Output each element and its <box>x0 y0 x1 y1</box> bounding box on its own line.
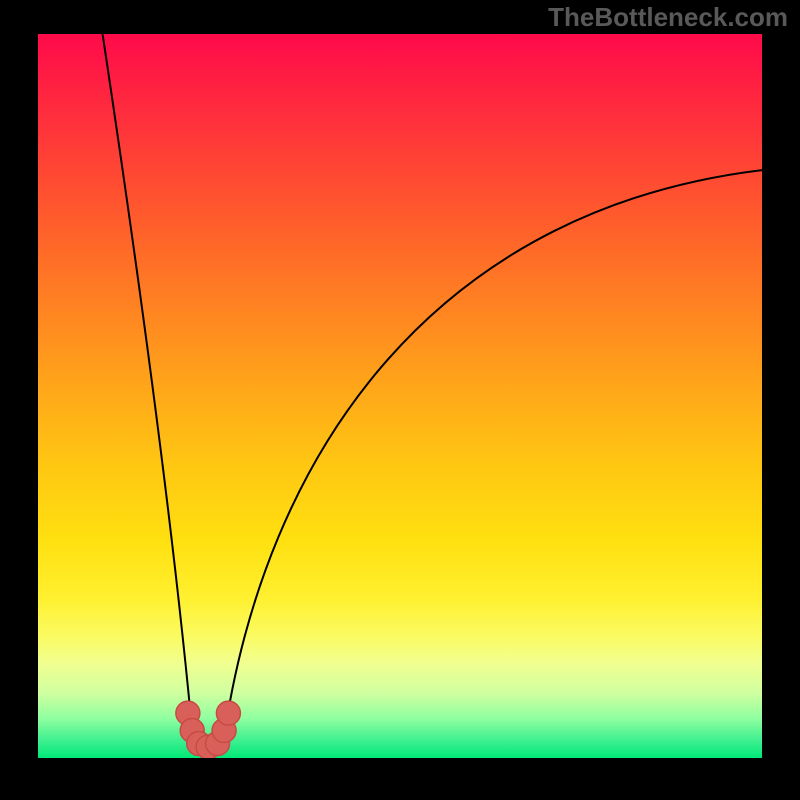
watermark-text: TheBottleneck.com <box>548 2 788 33</box>
bottleneck-chart <box>0 0 800 800</box>
chart-container: { "canvas": { "width": 800, "height": 80… <box>0 0 800 800</box>
gradient-background <box>38 34 762 758</box>
optimum-marker <box>216 701 240 725</box>
